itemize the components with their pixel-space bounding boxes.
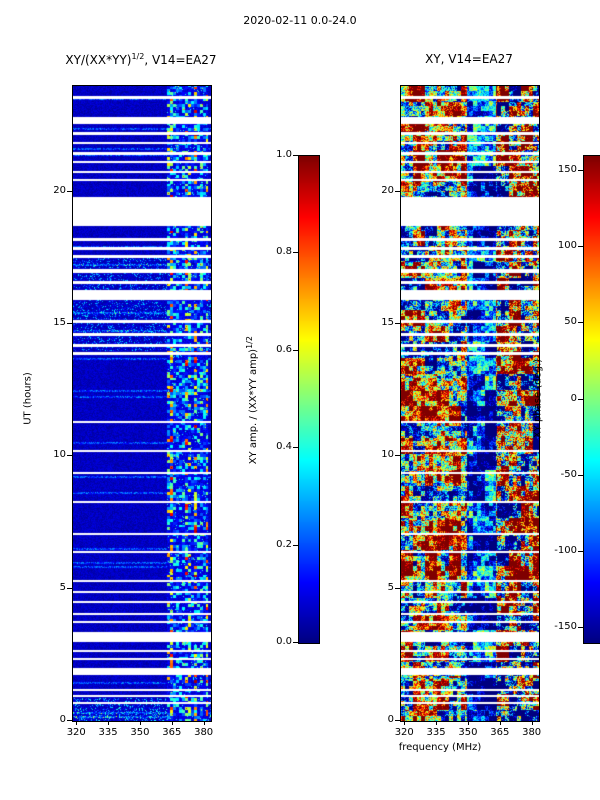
colorbar-tick-mark [578, 170, 583, 172]
y-tick-label: 5 [387, 581, 394, 593]
x-tick-mark [531, 721, 533, 725]
colorbar-tick-label: -50 [560, 468, 577, 480]
colorbar-tick-mark [293, 155, 298, 156]
y-tick-mark [67, 587, 72, 589]
right-panel-title: XY, V14=EA27 [425, 52, 513, 66]
y-tick-mark [67, 323, 72, 325]
y-tick-label: 10 [381, 449, 394, 461]
colorbar-tick-label: 0.4 [276, 441, 292, 453]
colorbar-tick-mark [293, 642, 298, 643]
x-tick-mark [76, 721, 78, 725]
colorbar-tick-label: 100 [557, 240, 577, 252]
y-tick-label: 15 [53, 317, 66, 329]
y-tick-mark [395, 587, 400, 589]
colorbar-tick-label: -150 [554, 620, 577, 632]
colorbar-tick-mark [293, 544, 298, 546]
x-tick-label: 380 [194, 727, 214, 738]
right-colorbar-canvas [584, 156, 600, 643]
x-tick-mark [436, 721, 438, 725]
colorbar-tick-label: 0.8 [276, 246, 292, 258]
y-tick-mark [395, 323, 400, 325]
left-panel-title-rest: , V14=EA27 [144, 53, 217, 67]
y-axis-label: UT (hours) [22, 372, 34, 425]
y-tick-label: 15 [381, 317, 394, 329]
colorbar-tick-mark [578, 246, 583, 248]
left-panel-title-base: XY/(XX*YY) [65, 53, 132, 67]
x-tick-label: 350 [458, 727, 478, 738]
x-axis-label: frequency (MHz) [398, 742, 482, 753]
x-tick-label: 320 [66, 727, 86, 738]
y-tick-label: 20 [53, 184, 66, 196]
x-tick-mark [108, 721, 110, 725]
x-tick-label: 365 [490, 727, 510, 738]
right-colorbar [583, 155, 600, 644]
colorbar-tick-mark [293, 349, 298, 351]
colorbar-tick-mark [293, 447, 298, 449]
x-tick-mark [139, 721, 141, 725]
y-tick-mark [395, 455, 400, 457]
figure-title: 2020-02-11 0.0-24.0 [243, 14, 357, 27]
y-tick-label: 10 [53, 449, 66, 461]
y-tick-mark [395, 190, 400, 192]
x-tick-mark [203, 721, 205, 725]
x-tick-label: 350 [130, 727, 150, 738]
y-tick-label: 0 [387, 714, 394, 725]
left-panel-title: XY/(XX*YY)1/2, V14=EA27 [31, 52, 251, 67]
colorbar-tick-label: 50 [564, 316, 577, 328]
x-tick-mark [404, 721, 406, 725]
colorbar-tick-mark [578, 322, 583, 324]
x-tick-mark [171, 721, 173, 725]
colorbar-tick-label: 150 [557, 164, 577, 176]
right-heatmap-canvas [401, 86, 539, 721]
x-tick-label: 365 [162, 727, 182, 738]
colorbar-tick-label: 0.2 [276, 538, 292, 550]
x-tick-mark [467, 721, 469, 725]
right-heatmap [400, 85, 540, 722]
colorbar-tick-mark [578, 398, 583, 400]
y-tick-mark [67, 720, 72, 721]
colorbar-tick-mark [578, 474, 583, 476]
x-tick-label: 335 [426, 727, 446, 738]
x-tick-label: 320 [394, 727, 414, 738]
colorbar-tick-label: 0.6 [276, 343, 292, 355]
colorbar-tick-mark [578, 626, 583, 628]
colorbar-tick-label: -100 [554, 544, 577, 556]
left-colorbar-label: XY amp. / (XX*YY amp)1/2 [245, 240, 259, 560]
x-tick-mark [499, 721, 501, 725]
colorbar-tick-label: 0.0 [276, 636, 292, 647]
colorbar-tick-mark [293, 252, 298, 254]
left-colorbar-canvas [299, 156, 319, 643]
left-colorbar [298, 155, 320, 644]
left-heatmap-canvas [73, 86, 211, 721]
colorbar-tick-label: 1.0 [276, 149, 292, 160]
y-tick-mark [67, 455, 72, 457]
y-tick-label: 20 [381, 184, 394, 196]
y-tick-label: 5 [59, 581, 66, 593]
colorbar-tick-label: 0 [570, 392, 577, 404]
colorbar-tick-mark [578, 550, 583, 552]
left-heatmap [72, 85, 212, 722]
y-tick-mark [67, 190, 72, 192]
x-tick-label: 335 [98, 727, 118, 738]
y-tick-label: 0 [59, 714, 66, 725]
left-panel-title-sup: 1/2 [131, 52, 145, 61]
y-tick-mark [395, 720, 400, 721]
x-tick-label: 380 [522, 727, 542, 738]
